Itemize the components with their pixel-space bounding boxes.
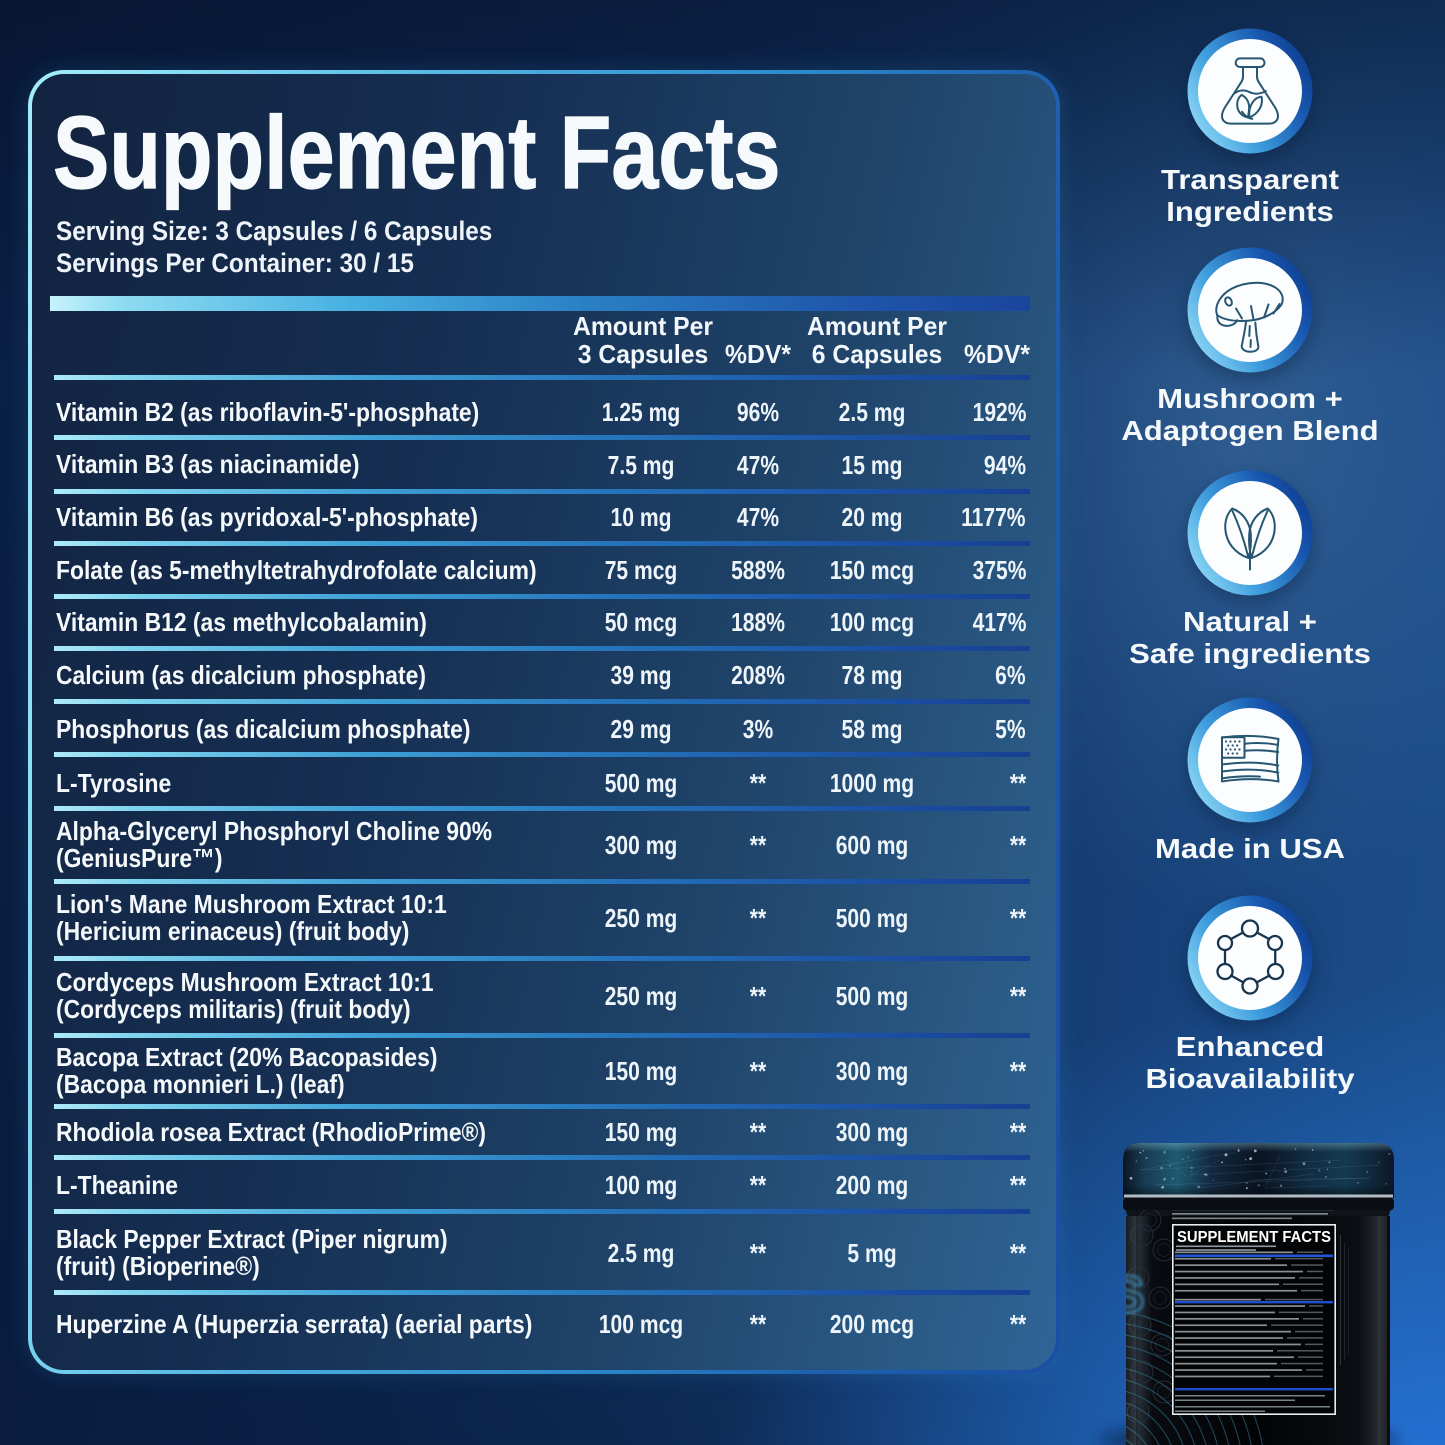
svg-text:SUPPLEMENT FACTS: SUPPLEMENT FACTS [1177,1229,1331,1246]
svg-text:S: S [1110,1266,1145,1324]
